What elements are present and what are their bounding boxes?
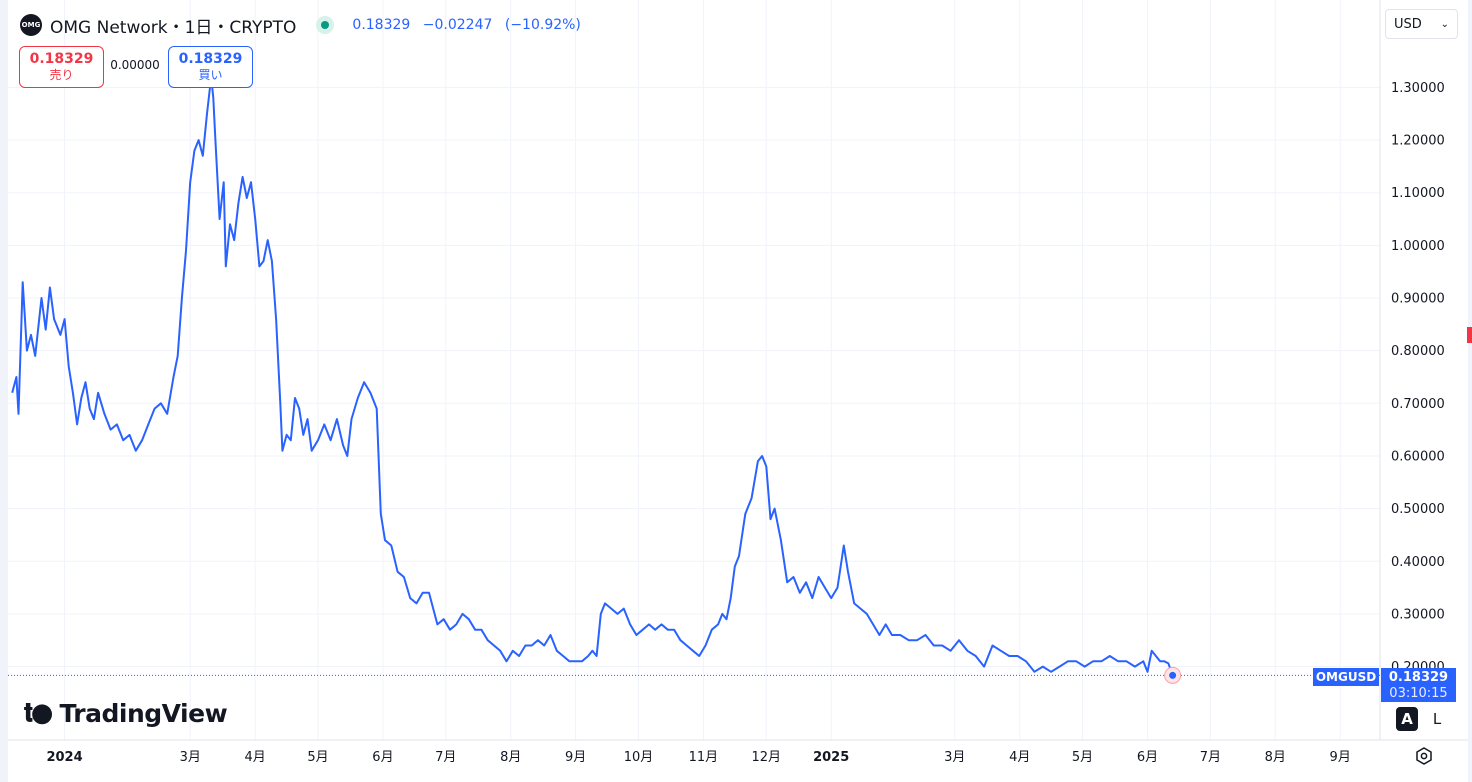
chart-grid bbox=[8, 0, 1380, 740]
spread-value: 0.00000 bbox=[110, 58, 160, 72]
buy-label: 買い bbox=[198, 68, 223, 82]
time-tick-label: 4月 bbox=[245, 750, 266, 765]
right-frame bbox=[1468, 0, 1472, 782]
price-tick-label: 1.00000 bbox=[1391, 239, 1445, 254]
symbol-header: OMG OMG Network・1日・CRYPTO 0.18329 −0.022… bbox=[20, 12, 587, 38]
sell-button[interactable]: 0.18329 売り bbox=[19, 46, 104, 88]
log-scale-button[interactable]: L bbox=[1426, 707, 1448, 731]
time-tick-label: 5月 bbox=[1072, 750, 1093, 765]
price-change-pct: (−10.92%) bbox=[504, 17, 581, 33]
bar-countdown: 03:10:15 bbox=[1389, 686, 1448, 701]
buy-button[interactable]: 0.18329 買い bbox=[168, 46, 253, 88]
time-tick-label: 6月 bbox=[372, 750, 393, 765]
time-tick-label: 8月 bbox=[1265, 750, 1286, 765]
chevron-down-icon: ⌄ bbox=[1440, 18, 1449, 30]
price-tick-label: 0.70000 bbox=[1391, 397, 1445, 412]
sell-label: 売り bbox=[49, 68, 74, 82]
last-point-marker bbox=[1164, 666, 1182, 684]
quote-values: 0.18329 −0.02247 (−10.92%) bbox=[352, 17, 586, 33]
price-tick-label: 1.20000 bbox=[1391, 134, 1445, 149]
time-tick-label: 4月 bbox=[1009, 750, 1030, 765]
time-tick-label: 7月 bbox=[1200, 750, 1221, 765]
symbol-price-tag: OMGUSD bbox=[1313, 668, 1379, 686]
time-tick-label: 8月 bbox=[500, 750, 521, 765]
sell-price: 0.18329 bbox=[29, 51, 94, 67]
omg-logo: OMG bbox=[20, 14, 42, 36]
price-tick-label: 1.10000 bbox=[1391, 186, 1445, 201]
time-tick-label: 3月 bbox=[944, 750, 965, 765]
last-price: 0.18329 bbox=[352, 17, 411, 33]
price-tick-label: 0.40000 bbox=[1391, 555, 1445, 570]
price-tick-label: 0.30000 bbox=[1391, 607, 1445, 622]
alert-marker bbox=[1467, 327, 1472, 343]
symbol-title[interactable]: OMG Network・1日・CRYPTO bbox=[50, 17, 297, 38]
price-tick-label: 1.30000 bbox=[1391, 81, 1445, 96]
tradingview-mark-icon: 𝐭● bbox=[24, 698, 54, 728]
price-tick-label: 0.80000 bbox=[1391, 344, 1445, 359]
time-axis[interactable]: 2024 3月 4月 5月 6月 7月 8月 9月 10月 11月 12月 2025 3月 4月 5月 6月 7… bbox=[46, 750, 1350, 765]
price-tick-label: 0.60000 bbox=[1391, 449, 1445, 464]
price-tag-value: 0.18329 bbox=[1388, 670, 1449, 685]
time-tick-label: 9月 bbox=[565, 750, 586, 765]
price-tick-label: 0.90000 bbox=[1391, 292, 1445, 307]
last-price-tag: 0.18329 03:10:15 bbox=[1381, 668, 1456, 702]
currency-select[interactable]: USD ⌄ bbox=[1385, 9, 1458, 39]
time-tick-label: 2025 bbox=[813, 750, 849, 765]
buy-price: 0.18329 bbox=[178, 51, 243, 67]
last-point-dot bbox=[1169, 671, 1177, 679]
price-change: −0.02247 bbox=[422, 17, 493, 33]
time-tick-label: 3月 bbox=[180, 750, 201, 765]
time-tick-label: 6月 bbox=[1137, 750, 1158, 765]
time-tick-label: 11月 bbox=[689, 750, 719, 765]
left-frame bbox=[0, 0, 8, 782]
time-tick-label: 10月 bbox=[624, 750, 654, 765]
settings-gear-icon[interactable] bbox=[1414, 746, 1434, 766]
price-axis[interactable]: 1.30000 1.20000 1.10000 1.00000 0.90000 0.800… bbox=[1391, 81, 1445, 675]
tradingview-wordmark: TradingView bbox=[59, 699, 228, 728]
price-tick-label: 0.50000 bbox=[1391, 502, 1445, 517]
tradingview-logo[interactable]: 𝐭● TradingView bbox=[24, 698, 228, 729]
market-status-icon[interactable] bbox=[316, 16, 335, 34]
time-tick-label: 12月 bbox=[751, 750, 781, 765]
auto-scale-button[interactable]: A bbox=[1396, 707, 1418, 731]
time-tick-label: 7月 bbox=[435, 750, 456, 765]
time-tick-label: 9月 bbox=[1330, 750, 1351, 765]
time-tick-label: 2024 bbox=[46, 750, 82, 765]
price-line-series bbox=[11, 75, 1174, 676]
time-tick-label: 5月 bbox=[307, 750, 328, 765]
currency-value: USD bbox=[1394, 16, 1422, 32]
